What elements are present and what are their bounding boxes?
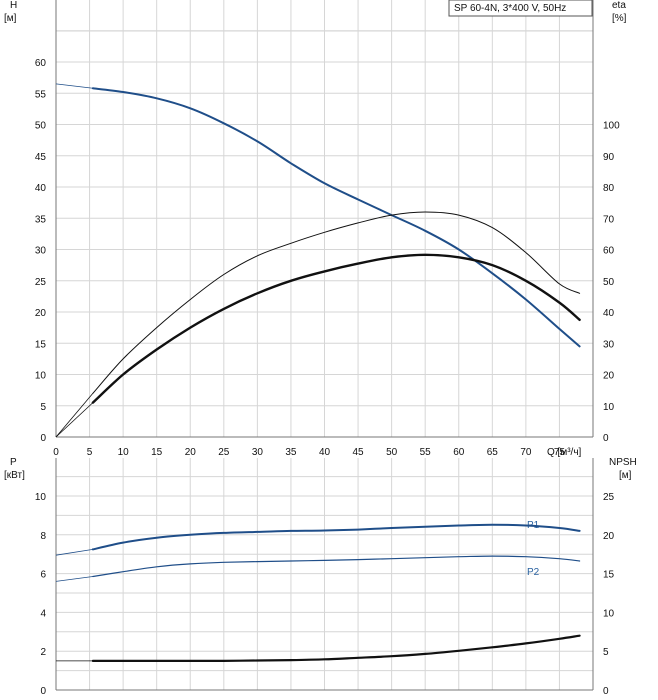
series-layer: [55, 83, 581, 438]
x-tick-label: 20: [185, 447, 197, 458]
efficiency-curve-thick: [91, 253, 581, 404]
y-right-tick-label: 25: [603, 492, 615, 503]
y-left-tick-label: 6: [40, 570, 46, 581]
title-box: [448, 0, 593, 17]
y-left-unit: [м]: [4, 13, 17, 24]
y-left-tick-labels: 0 5 10 15 20 25 30 35 40 45 50 55 60: [35, 58, 47, 444]
y-left-tick-label: 8: [40, 531, 46, 542]
power-p2-curve-extension: [55, 576, 93, 582]
y-left-tick-label: 0: [40, 433, 46, 444]
efficiency-curve-thin-extension: [55, 392, 94, 438]
grid: [56, 458, 593, 691]
y-right-label: eta: [612, 0, 626, 11]
y-right-tick-label: 70: [603, 214, 615, 225]
y-left-tick-label: 0: [40, 686, 46, 697]
efficiency-curve-thick-extension: [55, 402, 94, 438]
y-right-tick-label: 15: [603, 570, 615, 581]
x-tick-label: 15: [151, 447, 163, 458]
power-p2-curve: [92, 555, 581, 578]
x-tick-label: 35: [285, 447, 297, 458]
y-left-unit: [кВт]: [4, 470, 25, 481]
y-right-tick-label: 40: [603, 308, 615, 319]
x-tick-label: 25: [218, 447, 230, 458]
y-right-tick-label: 20: [603, 371, 615, 382]
head-efficiency-panel: 0 5 10 15 20 25 30 35 40 45 50 55 60 65 70 75 0 5 10 15 20 2…: [4, 0, 627, 458]
y-left-tick-label: 10: [35, 371, 47, 382]
x-axis-label: Q [м³/ч]: [547, 447, 582, 458]
y-left-label: H: [10, 0, 17, 11]
y-left-tick-label: 2: [40, 647, 46, 658]
head-curve: [91, 87, 581, 348]
y-right-tick-label: 90: [603, 152, 615, 163]
y-right-tick-label: 10: [603, 402, 615, 413]
x-tick-label: 45: [353, 447, 365, 458]
y-left-tick-label: 15: [35, 339, 47, 350]
y-right-tick-labels: 0 10 20 30 40 50 60 70 80 90 100: [603, 121, 620, 445]
grid: [56, 0, 593, 438]
x-tick-label: 5: [87, 447, 93, 458]
power-p1-curve: [91, 523, 581, 551]
x-tick-label: 65: [487, 447, 499, 458]
y-left-tick-label: 25: [35, 277, 47, 288]
npsh-curve: [91, 634, 581, 663]
y-left-tick-label: 5: [40, 402, 46, 413]
series-label-p2: P2: [527, 567, 540, 578]
y-left-tick-label: 45: [35, 152, 47, 163]
y-right-unit: [%]: [612, 13, 627, 24]
y-left-tick-label: 10: [35, 492, 47, 503]
efficiency-curve-thin: [92, 211, 581, 394]
x-tick-label: 70: [520, 447, 532, 458]
x-tick-label: 10: [118, 447, 130, 458]
y-right-tick-label: 0: [603, 433, 609, 444]
y-right-tick-label: 80: [603, 183, 615, 194]
x-tick-label: 40: [319, 447, 331, 458]
y-right-unit: [м]: [619, 470, 632, 481]
x-tick-label: 60: [453, 447, 465, 458]
y-right-tick-label: 20: [603, 531, 615, 542]
y-left-tick-label: 55: [35, 89, 47, 100]
x-tick-label: 75: [554, 447, 566, 458]
y-right-label: NPSH: [609, 457, 637, 468]
series-layer: [55, 523, 581, 663]
x-tick-label: 30: [252, 447, 264, 458]
y-right-tick-label: 60: [603, 246, 615, 257]
y-right-tick-label: 5: [603, 647, 609, 658]
x-tick-label: 0: [53, 447, 59, 458]
chart-title: SP 60-4N, 3*400 V, 50Hz: [454, 3, 566, 14]
y-left-tick-labels: 0 2 4 6 8 10: [35, 492, 47, 697]
x-tick-labels: 0 5 10 15 20 25 30 35 40 45 50 55 60 65 70 75: [53, 447, 565, 458]
y-left-tick-label: 50: [35, 121, 47, 132]
head-curve-extension: [55, 83, 93, 89]
y-right-tick-labels: 0 5 10 15 20 25: [603, 492, 615, 697]
y-left-label: P: [10, 457, 17, 468]
y-left-tick-label: 35: [35, 214, 47, 225]
y-left-tick-label: 4: [40, 608, 46, 619]
y-left-tick-label: 40: [35, 183, 47, 194]
x-tick-label: 50: [386, 447, 398, 458]
y-right-tick-label: 0: [603, 686, 609, 697]
y-right-tick-label: 30: [603, 339, 615, 350]
power-p1-curve-extension: [55, 548, 93, 556]
x-tick-label: 55: [420, 447, 432, 458]
y-left-tick-label: 30: [35, 246, 47, 257]
y-right-tick-label: 100: [603, 121, 620, 132]
y-left-tick-label: 20: [35, 308, 47, 319]
y-right-tick-label: 50: [603, 277, 615, 288]
y-left-tick-label: 60: [35, 58, 47, 69]
y-right-tick-label: 10: [603, 608, 615, 619]
